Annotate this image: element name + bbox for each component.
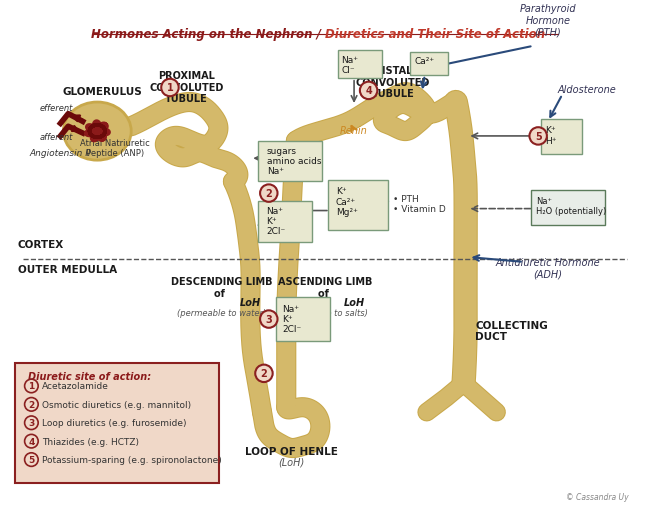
Text: Atrial Natriuretic
Peptide (ANP): Atrial Natriuretic Peptide (ANP)	[80, 138, 150, 158]
Text: Parathyroid
Hormone
(PTH): Parathyroid Hormone (PTH)	[519, 4, 576, 37]
Text: (permeable to water): (permeable to water)	[177, 308, 266, 318]
Text: afferent: afferent	[40, 132, 73, 142]
Text: Na⁺
K⁺
2Cl⁻: Na⁺ K⁺ 2Cl⁻	[266, 206, 285, 236]
Text: DISTAL
CONVOLUTED
TUBULE: DISTAL CONVOLUTED TUBULE	[356, 66, 430, 99]
FancyBboxPatch shape	[276, 297, 330, 342]
Text: LoH: LoH	[240, 297, 261, 307]
Text: Osmotic diuretics (e.g. mannitol): Osmotic diuretics (e.g. mannitol)	[42, 400, 191, 409]
Circle shape	[360, 82, 378, 100]
Text: (LoH): (LoH)	[278, 457, 304, 467]
Text: PROXIMAL
CONVOLUTED
TUBULE: PROXIMAL CONVOLUTED TUBULE	[150, 71, 224, 104]
Text: Aldosterone: Aldosterone	[558, 85, 616, 95]
Text: K⁺
H⁺: K⁺ H⁺	[545, 126, 556, 146]
Ellipse shape	[63, 103, 131, 161]
FancyBboxPatch shape	[15, 363, 220, 483]
Circle shape	[260, 310, 278, 328]
Text: Diuretics and Their Site of Action: Diuretics and Their Site of Action	[325, 29, 545, 41]
FancyBboxPatch shape	[337, 50, 382, 78]
Text: 1: 1	[166, 83, 174, 93]
FancyBboxPatch shape	[258, 202, 313, 242]
Text: GLOMERULUS: GLOMERULUS	[62, 87, 142, 97]
FancyBboxPatch shape	[532, 191, 605, 225]
Text: OUTER MEDULLA: OUTER MEDULLA	[18, 264, 117, 274]
Text: LoH: LoH	[343, 297, 365, 307]
Text: • PTH
• Vitamin D: • PTH • Vitamin D	[393, 194, 446, 214]
FancyBboxPatch shape	[541, 120, 582, 155]
FancyBboxPatch shape	[258, 142, 322, 182]
Text: © Cassandra Uy: © Cassandra Uy	[566, 492, 629, 501]
Text: 4: 4	[365, 86, 372, 96]
Text: ASCENDING LIMB
of: ASCENDING LIMB of	[278, 277, 372, 298]
Text: efferent: efferent	[40, 103, 73, 112]
Text: K⁺
Ca²⁺
Mg²⁺: K⁺ Ca²⁺ Mg²⁺	[335, 187, 358, 217]
Text: 2: 2	[261, 369, 267, 379]
Text: 2: 2	[265, 189, 272, 199]
Circle shape	[25, 453, 38, 466]
Text: (permeable to salts): (permeable to salts)	[283, 308, 367, 318]
Text: Acetazolamide: Acetazolamide	[42, 382, 109, 391]
Text: Potassium-sparing (e.g. spironolactone): Potassium-sparing (e.g. spironolactone)	[42, 455, 222, 464]
Text: 3: 3	[265, 315, 272, 324]
Circle shape	[25, 398, 38, 411]
Text: 1: 1	[28, 382, 34, 391]
Text: 2: 2	[28, 400, 34, 409]
Text: 5: 5	[28, 455, 34, 464]
Circle shape	[255, 365, 272, 382]
Circle shape	[25, 416, 38, 430]
Text: 4: 4	[28, 437, 34, 446]
Text: Renin: Renin	[339, 126, 367, 136]
Text: DESCENDING LIMB
of: DESCENDING LIMB of	[170, 277, 272, 298]
Text: CORTEX: CORTEX	[18, 240, 64, 250]
Text: LOOP OF HENLE: LOOP OF HENLE	[244, 446, 337, 456]
Text: Loop diuretics (e.g. furosemide): Loop diuretics (e.g. furosemide)	[42, 418, 187, 428]
Circle shape	[260, 185, 278, 203]
Text: 5: 5	[535, 132, 541, 142]
Text: Ca²⁺: Ca²⁺	[414, 58, 434, 66]
FancyBboxPatch shape	[328, 180, 388, 231]
Text: Antidiuretic Hormone
(ADH): Antidiuretic Hormone (ADH)	[495, 258, 600, 279]
Circle shape	[25, 435, 38, 448]
Text: 3: 3	[28, 418, 34, 428]
Circle shape	[161, 79, 179, 97]
Text: Na⁺
Cl⁻: Na⁺ Cl⁻	[341, 55, 358, 75]
Text: Na⁺
H₂O (potentially): Na⁺ H₂O (potentially)	[536, 196, 606, 216]
Text: Thiazides (e.g. HCTZ): Thiazides (e.g. HCTZ)	[42, 437, 139, 446]
Text: Hormones Acting on the Nephron /: Hormones Acting on the Nephron /	[91, 29, 325, 41]
Circle shape	[25, 379, 38, 393]
Text: Diuretic site of action:: Diuretic site of action:	[27, 372, 151, 382]
Text: COLLECTING
DUCT: COLLECTING DUCT	[475, 320, 548, 342]
Text: Angiotensin II: Angiotensin II	[30, 149, 91, 158]
FancyBboxPatch shape	[410, 52, 448, 76]
Text: sugars
amino acids
Na⁺: sugars amino acids Na⁺	[267, 146, 321, 176]
Circle shape	[530, 128, 547, 146]
Text: Na⁺
K⁺
2Cl⁻: Na⁺ K⁺ 2Cl⁻	[282, 304, 302, 334]
